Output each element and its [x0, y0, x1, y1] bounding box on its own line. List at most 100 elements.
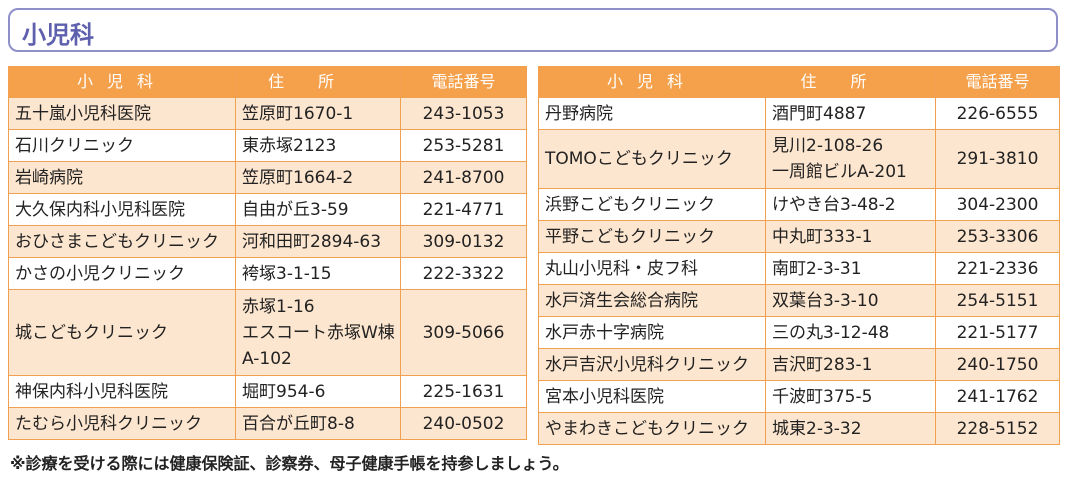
cell-text: 南町2-3-31 — [772, 258, 862, 279]
cell-text: 丹野病院 — [545, 103, 613, 124]
table-cell: 赤塚1-16 エスコート赤塚W棟 A-102 — [235, 289, 401, 376]
cell-text: 吉沢町283-1 — [772, 354, 873, 375]
table-cell: 水戸吉沢小児科クリニック — [538, 348, 766, 381]
cell-text: 一周館ビルA-201 — [772, 162, 907, 182]
table-cell: 253-5281 — [400, 129, 527, 162]
cell-text: 笠原町1664-2 — [242, 167, 354, 188]
header-row: 小児科 住所 電話番号 — [8, 66, 527, 98]
cell-text: 袴塚3-1-15 — [242, 263, 332, 284]
cell-text: 堀町954-6 — [242, 381, 326, 402]
cell-text: 笠原町1670-1 — [242, 103, 354, 124]
table-cell: 河和田町2894-63 — [235, 225, 401, 258]
cell-text: おひさまこどもクリニック — [15, 231, 219, 252]
table-cell: 吉沢町283-1 — [765, 348, 936, 381]
table-row: 岩崎病院 笠原町1664-2 241-8700 — [8, 161, 527, 194]
table-cell: 笠原町1664-2 — [235, 161, 401, 194]
cell-text: 百合が丘町8-8 — [242, 413, 355, 434]
table-cell: 堀町954-6 — [235, 375, 401, 408]
cell-text: 309-0132 — [422, 231, 505, 252]
column-header: 電話番号 — [935, 66, 1060, 98]
table-cell: 丹野病院 — [538, 97, 766, 130]
column-header: 小児科 — [8, 66, 236, 98]
table-cell: 石川クリニック — [8, 129, 236, 162]
table-cell: 309-0132 — [400, 225, 527, 258]
table-cell: 袴塚3-1-15 — [235, 257, 401, 290]
section-header: 小児科 — [8, 8, 1058, 52]
cell-text: 酒門町4887 — [772, 103, 867, 124]
table-cell: 水戸赤十字病院 — [538, 316, 766, 349]
table-cell: 千波町375-5 — [765, 380, 936, 413]
table-cell: 中丸町333-1 — [765, 220, 936, 253]
cell-text: 225-1631 — [422, 381, 505, 402]
table-cell: けやき台3-48-2 — [765, 188, 936, 221]
table-row: 神保内科小児科医院 堀町954-6 225-1631 — [8, 375, 527, 408]
cell-text: 240-0502 — [422, 413, 505, 434]
table-cell: 南町2-3-31 — [765, 252, 936, 285]
table-cell: 丸山小児科・皮フ科 — [538, 252, 766, 285]
table-cell: 東赤塚2123 — [235, 129, 401, 162]
table-cell: 243-1053 — [400, 97, 527, 130]
table-row: 丹野病院 酒門町4887 226-6555 — [538, 97, 1060, 130]
table-cell: 浜野こどもクリニック — [538, 188, 766, 221]
table-cell: 水戸済生会総合病院 — [538, 284, 766, 317]
cell-text: 253-3306 — [956, 226, 1039, 247]
clinic-table: 小児科 住所 電話番号五十嵐小児科医院 笠原町1670-1 243-1053 石川クリニッ… — [8, 66, 527, 440]
cell-text: 水戸吉沢小児科クリニック — [545, 354, 749, 375]
table-row: 水戸済生会総合病院 双葉台3-3-10 254-5151 — [538, 284, 1060, 317]
cell-text: 253-5281 — [422, 135, 505, 156]
table-cell: 241-1762 — [935, 380, 1060, 413]
cell-text: 東赤塚2123 — [242, 135, 337, 156]
column-header: 電話番号 — [400, 66, 527, 98]
table-cell: 309-5066 — [400, 289, 527, 376]
cell-text: 309-5066 — [422, 322, 505, 343]
table-row: 城こどもクリニック 赤塚1-16 エスコート赤塚W棟 A-102 309-5066 — [8, 289, 527, 376]
cell-text: A-102 — [242, 348, 292, 369]
cell-text: 304-2300 — [956, 194, 1039, 215]
column-header: 住所 — [765, 66, 936, 98]
cell-text: 河和田町2894-63 — [242, 231, 382, 252]
cell-text: 241-1762 — [956, 386, 1039, 407]
table-cell: 城東2-3-32 — [765, 412, 936, 445]
table-cell: 宮本小児科医院 — [538, 380, 766, 413]
table-cell: 平野こどもクリニック — [538, 220, 766, 253]
section-title: 小児科 — [22, 21, 94, 49]
cell-text: 221-4771 — [422, 199, 505, 220]
cell-text: 千波町375-5 — [772, 386, 873, 407]
table-cell: 大久保内科小児科医院 — [8, 193, 236, 226]
table-cell: 城こどもクリニック — [8, 289, 236, 376]
cell-text: 243-1053 — [422, 103, 505, 124]
cell-text: 見川2-108-26 — [772, 136, 884, 156]
table-row: やまわきこどもクリニック 城東2-3-32 228-5152 — [538, 412, 1060, 445]
table-cell: おひさまこどもクリニック — [8, 225, 236, 258]
table-row: たむら小児科クリニック 百合が丘町8-8 240-0502 — [8, 407, 527, 440]
table-row: かさの小児クリニック 袴塚3-1-15 222-3322 — [8, 257, 527, 290]
cell-text: エスコート赤塚W棟 — [242, 322, 395, 343]
table-cell: 三の丸3-12-48 — [765, 316, 936, 349]
table-cell: 254-5151 — [935, 284, 1060, 317]
table-row: 丸山小児科・皮フ科 南町2-3-31 221-2336 — [538, 252, 1060, 285]
cell-text: けやき台3-48-2 — [772, 194, 896, 215]
cell-text: 城東2-3-32 — [772, 418, 862, 439]
table-cell: 221-2336 — [935, 252, 1060, 285]
cell-text: 城こどもクリニック — [15, 322, 168, 343]
column-header: 住所 — [235, 66, 401, 98]
cell-text: 五十嵐小児科医院 — [15, 103, 151, 124]
table-cell: 神保内科小児科医院 — [8, 375, 236, 408]
table-row: 大久保内科小児科医院 自由が丘3-59 221-4771 — [8, 193, 527, 226]
cell-text: 三の丸3-12-48 — [772, 322, 890, 343]
table-row: 宮本小児科医院 千波町375-5 241-1762 — [538, 380, 1060, 413]
cell-text: 岩崎病院 — [15, 167, 83, 188]
cell-text: 221-5177 — [956, 322, 1039, 343]
table-cell: 酒門町4887 — [765, 97, 936, 130]
clinic-table: 小児科 住所 電話番号 丹野病院 酒門町4887 226-6555 TOMOこどもクリニック… — [538, 66, 1060, 445]
table-row: 水戸吉沢小児科クリニック 吉沢町283-1 240-1750 — [538, 348, 1060, 381]
cell-text: 291-3810 — [956, 149, 1039, 169]
table-cell: 304-2300 — [935, 188, 1060, 221]
table-cell: TOMOこどもクリニック — [538, 129, 766, 189]
table-cell: 221-5177 — [935, 316, 1060, 349]
cell-text: やまわきこどもクリニック — [545, 418, 749, 439]
cell-text: 241-8700 — [422, 167, 505, 188]
table-cell: 241-8700 — [400, 161, 527, 194]
footnote: ※診療を受ける際には健康保険証、診察券、母子健康手帳を持参しましょう。 — [10, 454, 569, 473]
cell-text: 浜野こどもクリニック — [545, 194, 715, 215]
